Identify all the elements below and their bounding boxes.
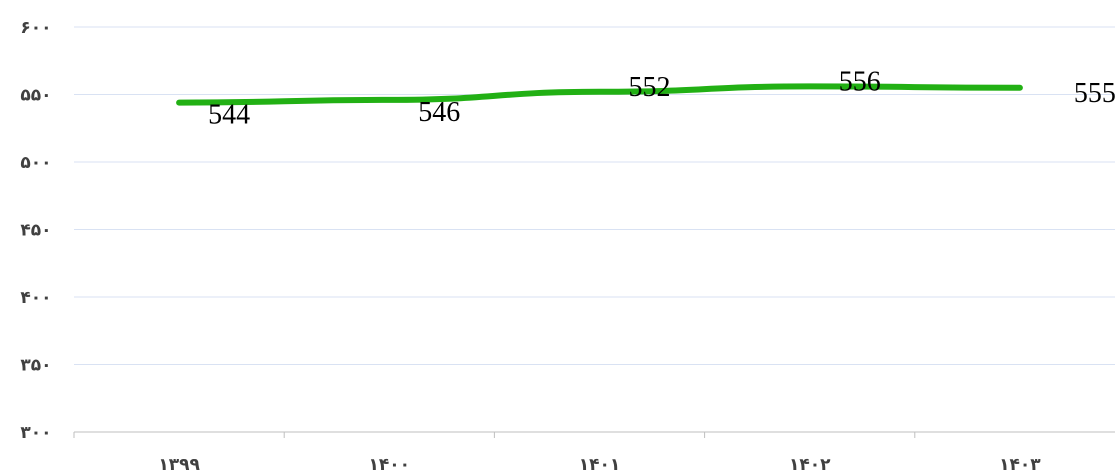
data-label: 544 — [208, 100, 250, 131]
data-label: 555 — [1074, 78, 1115, 109]
y-tick-label: ۳۰۰ — [20, 423, 51, 443]
axis-layer: ۳۰۰ ۳۵۰ ۴۰۰ ۴۵۰ ۵۰۰ ۵۵۰ ۶۰۰ ۱۳۹۹ ۱۴۰۰ ۱۴۰۱ ۱۴۰۲ ۱۴۰… — [20, 18, 1115, 475]
x-tick-label: ۱۳۹۹ — [158, 455, 200, 475]
grid-layer — [74, 26, 1115, 365]
y-tick-label: ۶۰۰ — [20, 18, 51, 38]
y-tick-label: ۵۵۰ — [20, 86, 51, 106]
x-tick-label: ۱۴۰۲ — [789, 455, 831, 475]
y-tick-label: ۵۰۰ — [20, 153, 51, 173]
x-tick-label: ۱۴۰۰ — [369, 455, 411, 475]
data-label: 552 — [629, 72, 671, 103]
label-layer: 544 546 552 556 555 — [208, 66, 1115, 130]
y-tick-label: ۳۵۰ — [20, 356, 51, 376]
data-label: 546 — [418, 97, 460, 128]
series-layer — [176, 83, 1023, 106]
y-tick-label: ۴۵۰ — [20, 221, 51, 241]
x-tick-label: ۱۴۰۱ — [579, 455, 621, 475]
x-tick-label: ۱۴۰۳ — [999, 455, 1041, 475]
y-tick-label: ۴۰۰ — [20, 288, 51, 308]
data-label: 556 — [839, 66, 881, 97]
